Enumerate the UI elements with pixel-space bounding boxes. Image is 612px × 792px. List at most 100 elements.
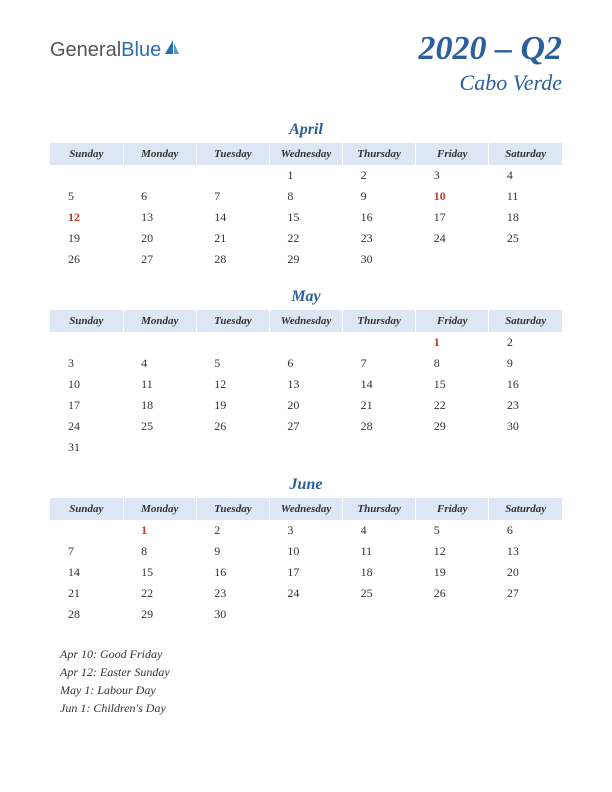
- calendar-cell: 25: [123, 416, 196, 437]
- calendar-cell: 8: [123, 541, 196, 562]
- holiday-item: Jun 1: Children's Day: [60, 699, 562, 717]
- calendar-cell: 13: [489, 541, 562, 562]
- calendar-cell: 28: [50, 604, 123, 625]
- logo-sail-icon: [163, 38, 181, 62]
- calendar-cell: [489, 604, 562, 625]
- calendar-row: 2627282930: [50, 249, 562, 270]
- calendar-row: 3456789: [50, 353, 562, 374]
- calendar-cell: 20: [269, 395, 342, 416]
- calendar-cell: [269, 437, 342, 458]
- calendar-cell: 9: [489, 353, 562, 374]
- calendar-cell: [416, 437, 489, 458]
- calendar-cell: 3: [269, 520, 342, 541]
- calendar-cell: 4: [123, 353, 196, 374]
- calendar-row: 24252627282930: [50, 416, 562, 437]
- calendar-cell: 30: [196, 604, 269, 625]
- calendar-cell: 5: [50, 186, 123, 207]
- month-block: June SundayMondayTuesdayWednesdayThursday…: [50, 476, 562, 625]
- day-header: Monday: [123, 310, 196, 332]
- calendar-cell: 15: [123, 562, 196, 583]
- calendar-cell: [123, 332, 196, 353]
- calendar-cell: 1: [269, 165, 342, 186]
- calendar-row: 21222324252627: [50, 583, 562, 604]
- calendar-cell: 26: [50, 249, 123, 270]
- day-header: Monday: [123, 143, 196, 165]
- day-header: Wednesday: [269, 310, 342, 332]
- calendar-cell: 4: [489, 165, 562, 186]
- month-block: AprilSundayMondayTuesdayWednesdayThursda…: [50, 121, 562, 270]
- calendar-row: 14151617181920: [50, 562, 562, 583]
- calendar-cell: 23: [196, 583, 269, 604]
- calendar-cell: 25: [489, 228, 562, 249]
- calendar-table: SundayMondayTuesdayWednesdayThursdayFrid…: [50, 498, 562, 625]
- calendar-cell: 11: [343, 541, 416, 562]
- calendar-cell: 1: [123, 520, 196, 541]
- day-header: Tuesday: [196, 143, 269, 165]
- day-header: Friday: [416, 498, 489, 520]
- calendar-row: 10111213141516: [50, 374, 562, 395]
- calendar-cell: 13: [123, 207, 196, 228]
- calendar-row: 567891011: [50, 186, 562, 207]
- day-header: Sunday: [50, 143, 123, 165]
- calendar-cell: 4: [343, 520, 416, 541]
- day-header: Friday: [416, 143, 489, 165]
- calendar-cell: 18: [343, 562, 416, 583]
- calendar-cell: [343, 604, 416, 625]
- calendar-cell: [489, 437, 562, 458]
- month-name: June: [50, 476, 562, 494]
- calendar-cell: 5: [416, 520, 489, 541]
- calendar-cell: 29: [269, 249, 342, 270]
- calendar-row: 31: [50, 437, 562, 458]
- calendar-row: 78910111213: [50, 541, 562, 562]
- day-header: Saturday: [489, 143, 562, 165]
- calendar-cell: 8: [416, 353, 489, 374]
- calendar-cell: 23: [343, 228, 416, 249]
- calendar-cell: 29: [123, 604, 196, 625]
- calendar-cell: 10: [269, 541, 342, 562]
- calendar-cell: 20: [123, 228, 196, 249]
- calendar-cell: 7: [50, 541, 123, 562]
- calendar-table: SundayMondayTuesdayWednesdayThursdayFrid…: [50, 310, 562, 458]
- calendar-cell: 16: [343, 207, 416, 228]
- calendar-cell: 11: [489, 186, 562, 207]
- calendar-cell: 3: [416, 165, 489, 186]
- day-header: Wednesday: [269, 143, 342, 165]
- calendar-cell: 10: [416, 186, 489, 207]
- logo-text-blue: Blue: [121, 39, 161, 62]
- calendar-cell: 14: [343, 374, 416, 395]
- calendar-cell: 22: [123, 583, 196, 604]
- day-header: Saturday: [489, 310, 562, 332]
- calendar-cell: 19: [196, 395, 269, 416]
- calendar-cell: 7: [196, 186, 269, 207]
- title-main: 2020 – Q2: [418, 30, 562, 68]
- calendar-cell: 14: [196, 207, 269, 228]
- calendar-cell: 14: [50, 562, 123, 583]
- calendar-cell: 19: [50, 228, 123, 249]
- calendar-cell: 6: [269, 353, 342, 374]
- calendar-cell: 17: [416, 207, 489, 228]
- day-header: Monday: [123, 498, 196, 520]
- calendar-cell: [416, 249, 489, 270]
- day-header: Sunday: [50, 498, 123, 520]
- holidays-list: Apr 10: Good FridayApr 12: Easter Sunday…: [50, 645, 562, 717]
- calendar-cell: 24: [50, 416, 123, 437]
- calendar-cell: 11: [123, 374, 196, 395]
- holiday-item: Apr 12: Easter Sunday: [60, 663, 562, 681]
- calendar-cell: 15: [416, 374, 489, 395]
- calendar-row: 123456: [50, 520, 562, 541]
- calendar-row: 12: [50, 332, 562, 353]
- calendar-cell: 16: [489, 374, 562, 395]
- calendar-cell: 2: [343, 165, 416, 186]
- day-header: Tuesday: [196, 310, 269, 332]
- calendar-cell: 23: [489, 395, 562, 416]
- calendar-cell: 6: [123, 186, 196, 207]
- calendar-cell: [123, 165, 196, 186]
- calendar-cell: 29: [416, 416, 489, 437]
- calendar-cell: 31: [50, 437, 123, 458]
- calendar-row: 1234: [50, 165, 562, 186]
- calendar-cell: 2: [196, 520, 269, 541]
- calendar-cell: 26: [416, 583, 489, 604]
- day-header: Tuesday: [196, 498, 269, 520]
- calendar-cell: 28: [196, 249, 269, 270]
- calendar-cell: [50, 520, 123, 541]
